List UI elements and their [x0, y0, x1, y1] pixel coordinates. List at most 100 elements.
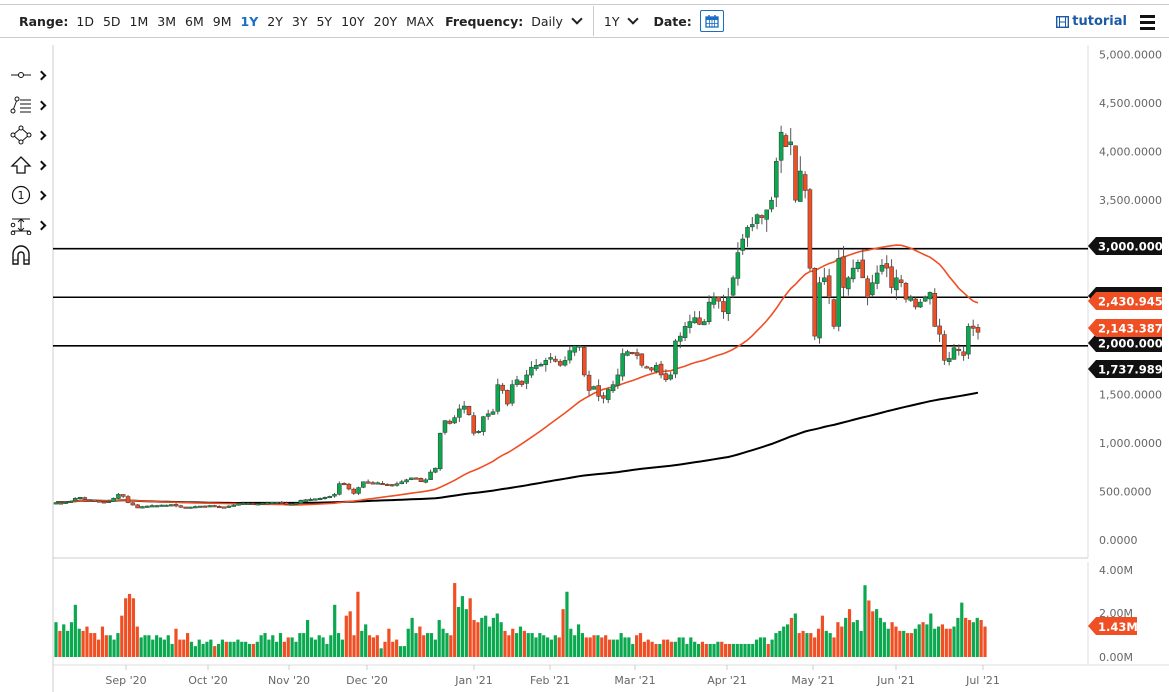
chevron-right-icon — [36, 70, 47, 80]
volume-bar — [213, 646, 217, 657]
shape-tool[interactable] — [10, 120, 52, 150]
candle — [361, 481, 366, 488]
candle — [524, 374, 529, 384]
candle — [778, 131, 784, 161]
volume-bar — [526, 633, 530, 657]
line-tool[interactable] — [10, 60, 52, 90]
candle — [577, 345, 582, 348]
volume-bar — [290, 637, 294, 657]
range-2y[interactable]: 2Y — [267, 13, 283, 29]
volume-bar — [445, 633, 449, 657]
candle — [586, 374, 592, 391]
range-1m[interactable]: 1M — [129, 13, 149, 29]
annotation-tool[interactable]: 1 — [10, 180, 52, 210]
range-1d[interactable]: 1D — [76, 13, 94, 29]
candle — [68, 500, 73, 503]
volume-bar — [329, 635, 333, 657]
candle — [754, 214, 760, 224]
range-9m[interactable]: 9M — [212, 13, 232, 29]
volume-bar — [724, 643, 728, 657]
candle — [197, 505, 203, 508]
range-10y[interactable]: 10Y — [341, 13, 365, 29]
candle — [505, 390, 510, 405]
volume-bar — [905, 633, 910, 657]
volume-bar — [669, 641, 674, 657]
volume-bar — [398, 646, 403, 657]
candle — [846, 277, 851, 290]
candle — [625, 351, 630, 356]
volume-bar — [402, 646, 406, 657]
candle — [500, 384, 505, 391]
volume-bar — [244, 641, 248, 657]
candle — [130, 502, 136, 506]
volume-bar — [429, 633, 434, 657]
candle — [826, 275, 832, 298]
range-1y[interactable]: 1Y — [240, 13, 259, 29]
period-select[interactable]: 1Y — [604, 13, 648, 29]
volume-bar — [878, 617, 883, 657]
candle — [966, 326, 971, 355]
range-6m[interactable]: 6M — [185, 13, 204, 29]
range-5d[interactable]: 5D — [102, 13, 121, 29]
candle — [562, 360, 568, 366]
volume-bar — [209, 639, 213, 657]
fibonacci-tool[interactable] — [10, 90, 52, 120]
candle — [836, 258, 841, 327]
tutorial-link[interactable]: tutorial — [1056, 14, 1127, 29]
volume-bar — [476, 622, 480, 657]
magnet-icon — [12, 245, 30, 265]
volume-bar — [569, 628, 573, 657]
arrow-tool[interactable] — [10, 150, 52, 180]
volume-bar — [456, 606, 461, 657]
range-3y[interactable]: 3Y — [291, 13, 308, 29]
range-max[interactable]: MAX — [406, 13, 435, 29]
range-20y[interactable]: 20Y — [373, 13, 398, 29]
volume-bar — [406, 628, 410, 657]
volume-bar — [704, 643, 708, 657]
candle — [346, 483, 352, 490]
candle — [332, 494, 337, 497]
volume-bar — [685, 643, 689, 657]
frequency-select[interactable]: Daily — [531, 13, 591, 29]
candle — [610, 384, 616, 392]
price-label-3000 — [1088, 237, 1162, 255]
calendar-icon — [705, 15, 719, 28]
range-5y[interactable]: 5Y — [316, 13, 333, 29]
ma50-line — [55, 244, 979, 506]
volume-bar — [940, 624, 945, 657]
hamburger-menu-icon[interactable] — [1140, 15, 1155, 33]
volume-bar — [387, 628, 391, 657]
volume-bar — [619, 633, 623, 657]
candle — [370, 482, 376, 485]
candle — [308, 498, 313, 501]
candle — [557, 361, 563, 366]
volume-bar — [131, 598, 136, 657]
chevron-right-icon — [36, 160, 47, 170]
volume-bar — [735, 643, 739, 657]
volume-bar — [909, 633, 914, 657]
volume-bar — [77, 628, 81, 657]
volume-bar — [604, 635, 608, 657]
volume-bar — [751, 643, 755, 657]
y-tick-label: 2,500.0000 — [1099, 291, 1162, 304]
range-label: Range: — [19, 13, 69, 29]
candle — [572, 345, 577, 353]
volume-bar — [584, 637, 588, 657]
volume-bar — [182, 639, 186, 657]
candle — [630, 352, 635, 355]
x-tick-label: May '21 — [791, 674, 834, 687]
date-picker-button[interactable] — [699, 10, 724, 32]
candle — [812, 268, 817, 337]
volume-bar — [151, 639, 155, 657]
magnet-tool[interactable] — [10, 240, 52, 270]
candle — [202, 505, 208, 508]
range-3m[interactable]: 3M — [157, 13, 177, 29]
volume-bar — [108, 635, 112, 657]
volume-bar — [503, 630, 507, 657]
measure-tool[interactable] — [10, 210, 52, 240]
volume-bar — [840, 626, 844, 657]
candle — [481, 416, 486, 432]
candle — [120, 494, 126, 497]
volume-bar — [100, 626, 105, 657]
